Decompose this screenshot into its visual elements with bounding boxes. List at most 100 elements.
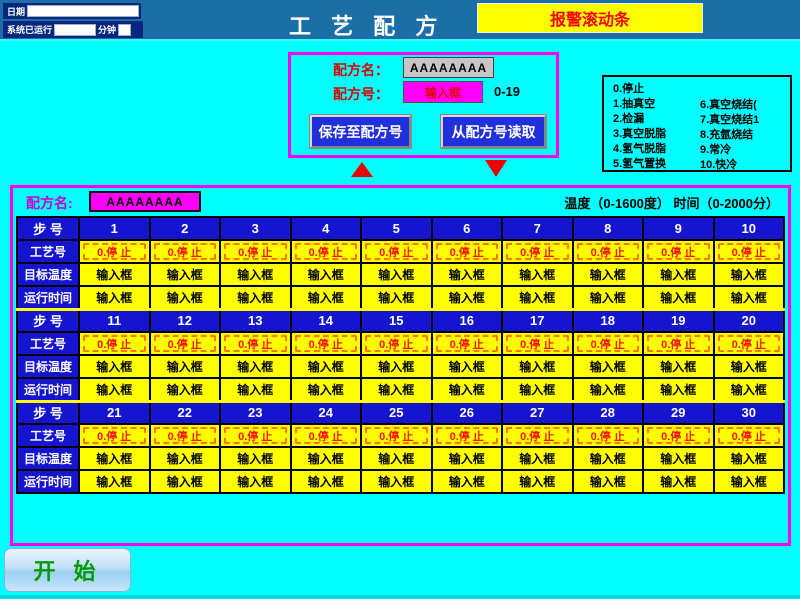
temperature-input-cell[interactable]: 输入框 [642, 354, 715, 379]
time-input-cell[interactable]: 输入框 [219, 377, 292, 402]
process-select-cell[interactable]: 0.停 止 [360, 239, 433, 264]
process-value-box[interactable]: 0.停 止 [647, 243, 710, 260]
time-input-cell[interactable]: 输入框 [289, 469, 362, 494]
process-select-cell[interactable]: 0.停 止 [571, 239, 644, 264]
time-input-cell[interactable]: 输入框 [360, 377, 433, 402]
temperature-input-cell[interactable]: 输入框 [571, 354, 644, 379]
load-from-recipe-button[interactable]: 从配方号读取 [440, 114, 547, 149]
temperature-input-cell[interactable]: 输入框 [219, 262, 292, 287]
temperature-input-cell[interactable]: 输入框 [289, 354, 362, 379]
time-input-cell[interactable]: 输入框 [712, 285, 785, 310]
time-input-cell[interactable]: 输入框 [148, 469, 221, 494]
process-select-cell[interactable]: 0.停 止 [430, 331, 503, 356]
process-select-cell[interactable]: 0.停 止 [78, 239, 151, 264]
process-select-cell[interactable]: 0.停 止 [289, 423, 362, 448]
time-input-cell[interactable]: 输入框 [360, 469, 433, 494]
process-select-cell[interactable]: 0.停 止 [501, 239, 574, 264]
save-to-recipe-button[interactable]: 保存至配方号 [309, 114, 412, 149]
process-select-cell[interactable]: 0.停 止 [430, 239, 503, 264]
temperature-input-cell[interactable]: 输入框 [501, 354, 574, 379]
temperature-input-cell[interactable]: 输入框 [571, 446, 644, 471]
process-value-box[interactable]: 0.停 止 [717, 427, 780, 444]
process-value-box[interactable]: 0.停 止 [576, 243, 639, 260]
temperature-input-cell[interactable]: 输入框 [430, 354, 503, 379]
process-value-box[interactable]: 0.停 止 [576, 427, 639, 444]
process-value-box[interactable]: 0.停 止 [83, 427, 146, 444]
time-input-cell[interactable]: 输入框 [430, 469, 503, 494]
time-input-cell[interactable]: 输入框 [430, 377, 503, 402]
temperature-input-cell[interactable]: 输入框 [289, 262, 362, 287]
process-value-box[interactable]: 0.停 止 [717, 243, 780, 260]
process-select-cell[interactable]: 0.停 止 [712, 423, 785, 448]
temperature-input-cell[interactable]: 输入框 [501, 262, 574, 287]
process-select-cell[interactable]: 0.停 止 [501, 423, 574, 448]
time-input-cell[interactable]: 输入框 [360, 285, 433, 310]
process-select-cell[interactable]: 0.停 止 [360, 331, 433, 356]
temperature-input-cell[interactable]: 输入框 [360, 262, 433, 287]
temperature-input-cell[interactable]: 输入框 [360, 354, 433, 379]
time-input-cell[interactable]: 输入框 [219, 285, 292, 310]
process-value-box[interactable]: 0.停 止 [83, 335, 146, 352]
process-select-cell[interactable]: 0.停 止 [571, 423, 644, 448]
process-select-cell[interactable]: 0.停 止 [642, 331, 715, 356]
process-value-box[interactable]: 0.停 止 [294, 243, 357, 260]
time-input-cell[interactable]: 输入框 [501, 285, 574, 310]
process-value-box[interactable]: 0.停 止 [153, 427, 216, 444]
time-input-cell[interactable]: 输入框 [501, 469, 574, 494]
time-input-cell[interactable]: 输入框 [501, 377, 574, 402]
process-value-box[interactable]: 0.停 止 [224, 427, 287, 444]
time-input-cell[interactable]: 输入框 [571, 285, 644, 310]
process-value-box[interactable]: 0.停 止 [83, 243, 146, 260]
time-input-cell[interactable]: 输入框 [289, 377, 362, 402]
process-value-box[interactable]: 0.停 止 [576, 335, 639, 352]
time-input-cell[interactable]: 输入框 [571, 469, 644, 494]
process-select-cell[interactable]: 0.停 止 [148, 423, 221, 448]
temperature-input-cell[interactable]: 输入框 [712, 354, 785, 379]
alarm-scroll-banner[interactable]: 报警滚动条 [477, 3, 703, 33]
temperature-input-cell[interactable]: 输入框 [360, 446, 433, 471]
time-input-cell[interactable]: 输入框 [219, 469, 292, 494]
temperature-input-cell[interactable]: 输入框 [148, 262, 221, 287]
temperature-input-cell[interactable]: 输入框 [571, 262, 644, 287]
process-value-box[interactable]: 0.停 止 [153, 243, 216, 260]
process-select-cell[interactable]: 0.停 止 [712, 331, 785, 356]
time-input-cell[interactable]: 输入框 [78, 377, 151, 402]
process-value-box[interactable]: 0.停 止 [717, 335, 780, 352]
time-input-cell[interactable]: 输入框 [571, 377, 644, 402]
process-select-cell[interactable]: 0.停 止 [289, 239, 362, 264]
process-select-cell[interactable]: 0.停 止 [219, 423, 292, 448]
time-input-cell[interactable]: 输入框 [642, 469, 715, 494]
time-input-cell[interactable]: 输入框 [642, 377, 715, 402]
temperature-input-cell[interactable]: 输入框 [148, 446, 221, 471]
temperature-input-cell[interactable]: 输入框 [148, 354, 221, 379]
table-recipe-name-field[interactable]: AAAAAAAA [89, 191, 201, 212]
process-select-cell[interactable]: 0.停 止 [148, 331, 221, 356]
temperature-input-cell[interactable]: 输入框 [78, 262, 151, 287]
temperature-input-cell[interactable]: 输入框 [712, 262, 785, 287]
recipe-name-input[interactable]: AAAAAAAA [403, 57, 494, 78]
process-value-box[interactable]: 0.停 止 [294, 335, 357, 352]
temperature-input-cell[interactable]: 输入框 [642, 446, 715, 471]
process-select-cell[interactable]: 0.停 止 [642, 423, 715, 448]
time-input-cell[interactable]: 输入框 [78, 285, 151, 310]
temperature-input-cell[interactable]: 输入框 [642, 262, 715, 287]
temperature-input-cell[interactable]: 输入框 [430, 446, 503, 471]
temperature-input-cell[interactable]: 输入框 [289, 446, 362, 471]
time-input-cell[interactable]: 输入框 [712, 377, 785, 402]
time-input-cell[interactable]: 输入框 [430, 285, 503, 310]
process-select-cell[interactable]: 0.停 止 [360, 423, 433, 448]
process-select-cell[interactable]: 0.停 止 [78, 331, 151, 356]
process-select-cell[interactable]: 0.停 止 [219, 239, 292, 264]
time-input-cell[interactable]: 输入框 [148, 285, 221, 310]
process-value-box[interactable]: 0.停 止 [365, 243, 428, 260]
start-button[interactable]: 开 始 [4, 548, 131, 592]
process-value-box[interactable]: 0.停 止 [435, 243, 498, 260]
process-value-box[interactable]: 0.停 止 [506, 427, 569, 444]
process-select-cell[interactable]: 0.停 止 [501, 331, 574, 356]
time-input-cell[interactable]: 输入框 [78, 469, 151, 494]
process-select-cell[interactable]: 0.停 止 [712, 239, 785, 264]
recipe-number-input[interactable]: 输入框 [403, 81, 483, 103]
process-value-box[interactable]: 0.停 止 [506, 335, 569, 352]
time-input-cell[interactable]: 输入框 [289, 285, 362, 310]
temperature-input-cell[interactable]: 输入框 [219, 446, 292, 471]
